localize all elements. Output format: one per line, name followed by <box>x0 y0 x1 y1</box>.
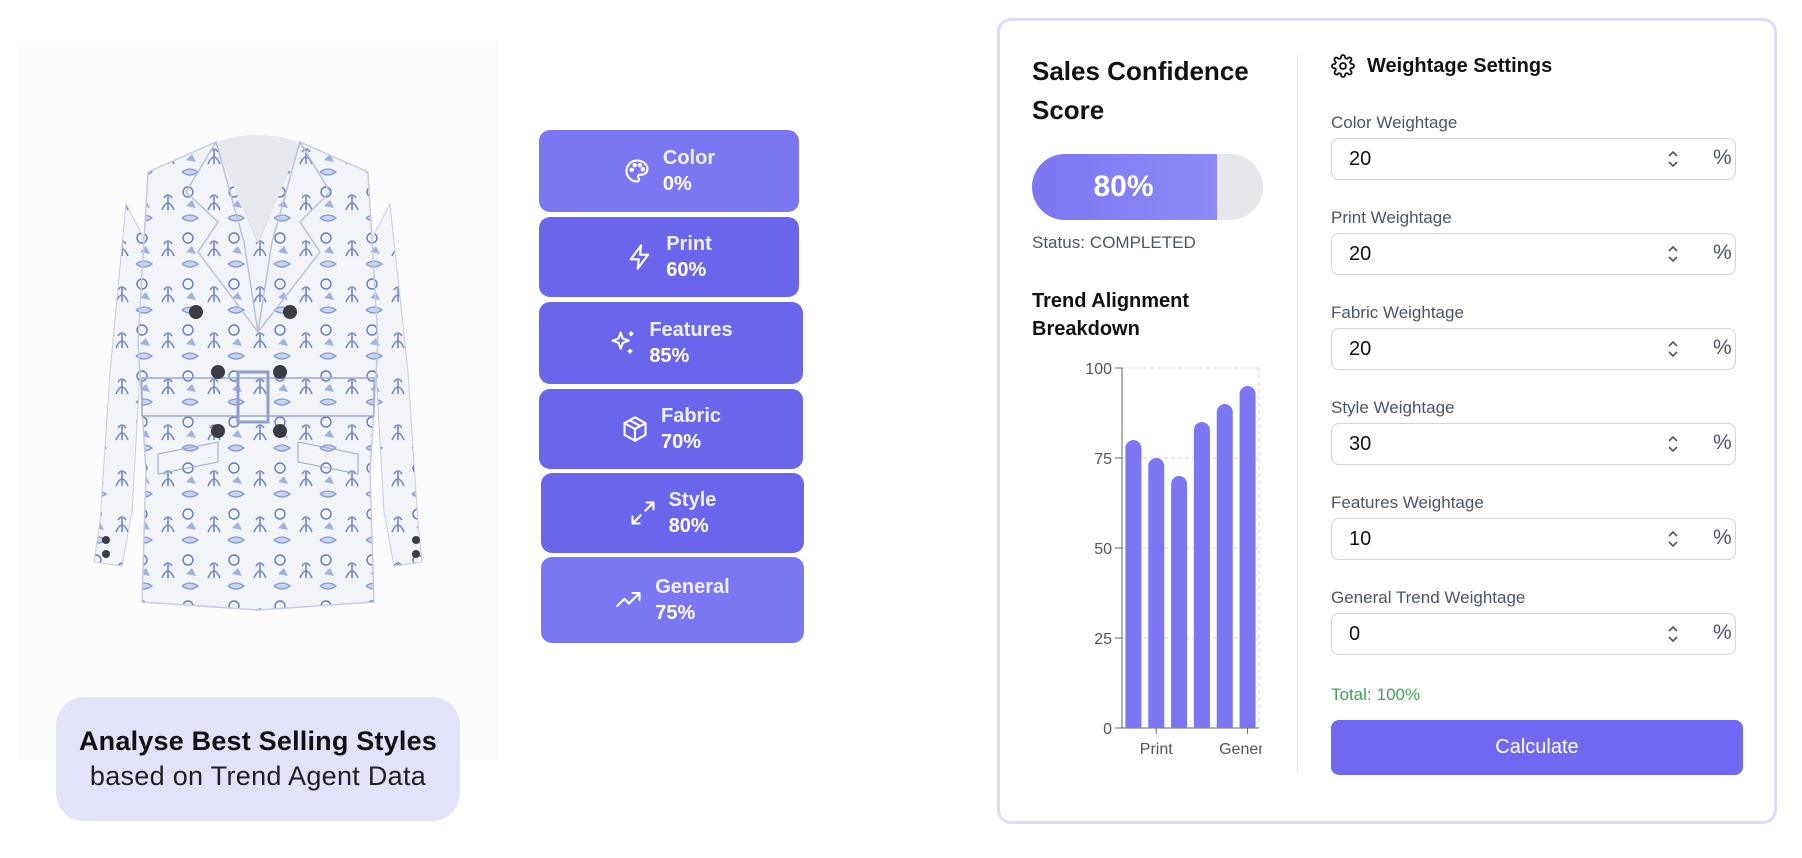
x-tick-label: Print <box>1140 741 1173 758</box>
attribute-button-print[interactable]: Print 60% <box>539 217 799 297</box>
percent-unit: % <box>1713 431 1732 454</box>
trend-title: Trend Alignment Breakdown <box>1032 290 1190 340</box>
total-text: Total: 100% <box>1331 685 1420 705</box>
trending-up-icon <box>615 586 643 614</box>
chart-bar <box>1125 440 1142 728</box>
fabric-weightage-label: Fabric Weightage <box>1331 303 1464 322</box>
panel-divider <box>1297 54 1298 774</box>
percent-unit: % <box>1713 241 1732 264</box>
stepper-icon[interactable] <box>1666 338 1680 360</box>
stepper-icon[interactable] <box>1666 433 1680 455</box>
chart-bar <box>1171 476 1188 728</box>
expand-icon <box>629 499 657 527</box>
palette-icon <box>623 157 651 185</box>
score-value: 80% <box>1093 170 1154 203</box>
attribute-name: Print <box>666 233 712 255</box>
settings-title: Weightage Settings <box>1367 54 1553 77</box>
stepper-icon[interactable] <box>1666 243 1680 265</box>
general-trend-weightage-label: General Trend Weightage <box>1331 588 1526 607</box>
y-tick-label: 75 <box>1094 451 1112 468</box>
percent-unit: % <box>1713 336 1732 359</box>
y-tick-label: 100 <box>1085 361 1112 378</box>
attribute-button-general[interactable]: General 75% <box>541 557 804 643</box>
general-trend-weightage-input[interactable] <box>1331 613 1736 655</box>
style-weightage-input[interactable] <box>1331 423 1736 465</box>
attribute-button-style[interactable]: Style 80% <box>541 473 804 553</box>
status-value: COMPLETED <box>1089 233 1196 252</box>
chart-bar <box>1216 404 1233 728</box>
percent-unit: % <box>1713 146 1732 169</box>
attribute-button-features[interactable]: Features 85% <box>539 302 803 384</box>
stepper-icon[interactable] <box>1666 623 1680 645</box>
promo-card: Analyse Best Selling Styles based on Tre… <box>56 697 460 821</box>
settings-header: Weightage Settings <box>1331 54 1552 78</box>
attribute-value: 70% <box>660 431 702 453</box>
features-weightage-input[interactable] <box>1331 518 1736 560</box>
product-image <box>18 42 498 760</box>
total-label: Total: <box>1331 685 1372 704</box>
total-value: 100% <box>1376 685 1421 704</box>
chart-bar <box>1148 458 1165 728</box>
y-tick-label: 0 <box>1103 721 1112 738</box>
y-tick-label: 50 <box>1094 541 1112 558</box>
features-weightage-label: Features Weightage <box>1331 493 1484 512</box>
y-tick-label: 25 <box>1094 631 1112 648</box>
score-title: Sales Confidence Score <box>1032 56 1249 125</box>
status-label: Status: <box>1032 233 1085 252</box>
sparkles-icon <box>609 329 637 357</box>
color-weightage-input[interactable] <box>1331 138 1736 180</box>
score-progress-fill <box>1032 154 1217 220</box>
score-progress-bar: 80% <box>1032 154 1263 220</box>
attribute-button-color[interactable]: Color 0% <box>539 130 799 212</box>
chart-bar <box>1239 386 1256 728</box>
attribute-value: 80% <box>668 515 709 537</box>
attribute-button-fabric[interactable]: Fabric 70% <box>539 389 803 469</box>
attribute-name: Color <box>662 147 716 169</box>
promo-subtitle: based on Trend Agent Data <box>89 761 427 791</box>
stepper-icon[interactable] <box>1666 148 1680 170</box>
attribute-name: Fabric <box>660 405 722 427</box>
fabric-weightage-input[interactable] <box>1331 328 1736 370</box>
print-weightage-input[interactable] <box>1331 233 1736 275</box>
zap-icon <box>626 243 654 271</box>
calculate-button[interactable]: Calculate <box>1331 720 1743 775</box>
percent-unit: % <box>1713 621 1732 644</box>
style-weightage-label: Style Weightage <box>1331 398 1455 417</box>
attribute-name: General <box>655 576 730 598</box>
attribute-value: 0% <box>662 173 692 195</box>
stepper-icon[interactable] <box>1666 528 1680 550</box>
attribute-name: Features <box>649 319 733 341</box>
x-tick-label: General <box>1219 741 1262 758</box>
promo-title: Analyse Best Selling Styles <box>78 726 438 756</box>
attribute-value: 60% <box>666 259 707 281</box>
trend-bar-chart: 0 25 50 75 100 Print General <box>1085 361 1262 758</box>
attribute-name: Style <box>668 489 717 511</box>
status-text: Status: COMPLETED <box>1032 233 1196 253</box>
attribute-value: 75% <box>655 602 696 624</box>
box-icon <box>621 415 649 443</box>
color-weightage-label: Color Weightage <box>1331 113 1458 132</box>
gear-icon <box>1331 54 1355 78</box>
attribute-value: 85% <box>649 345 690 367</box>
chart-bar <box>1193 422 1210 728</box>
print-weightage-label: Print Weightage <box>1331 208 1452 227</box>
percent-unit: % <box>1713 526 1732 549</box>
